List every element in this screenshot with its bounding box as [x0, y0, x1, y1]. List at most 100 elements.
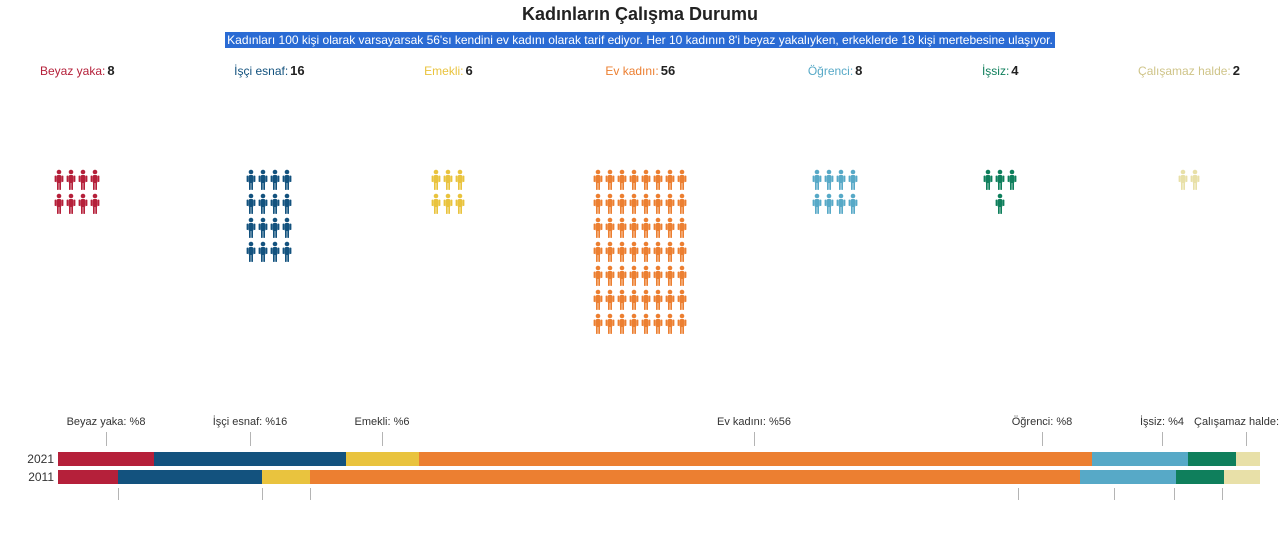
pictogram-row: Beyaz yaka:8 [0, 63, 1280, 336]
person-icon [812, 169, 822, 191]
person-icon [653, 289, 663, 311]
person-icon [653, 313, 663, 335]
subtitle-highlighted: Kadınları 100 kişi olarak varsayarsak 56… [225, 32, 1055, 48]
person-icon [593, 289, 603, 311]
person-icon [78, 193, 88, 215]
bar-track [58, 470, 1260, 484]
person-icon [848, 193, 858, 215]
bar-year-label: 2011 [20, 470, 58, 484]
person-icon [641, 241, 651, 263]
category-label: Ev kadını:56 [605, 63, 675, 78]
person-icon [605, 289, 615, 311]
person-icon [270, 169, 280, 191]
bar-bottom-tick [1114, 488, 1115, 500]
person-icon [629, 289, 639, 311]
person-icon [593, 313, 603, 335]
person-icon [653, 241, 663, 263]
bar-legend-item: Çalışamaz halde: %2 [1194, 416, 1280, 428]
bar-segment [262, 470, 310, 484]
category-name: İşçi esnaf: [234, 64, 288, 78]
person-icon [1178, 169, 1188, 191]
person-cluster [1177, 168, 1201, 192]
person-icon [431, 193, 441, 215]
bar-bottom-tick [1222, 488, 1223, 500]
bar-legend-item: İşsiz: %4 [1140, 416, 1184, 428]
person-icon [677, 289, 687, 311]
person-icon [90, 193, 100, 215]
category-name: İşsiz: [982, 64, 1009, 78]
person-icon [629, 193, 639, 215]
person-icon [677, 193, 687, 215]
bar-segment [1092, 452, 1188, 466]
person-icon [66, 169, 76, 191]
bar-bottom-ticks [58, 488, 1258, 506]
stacked-bars-section: Beyaz yaka: %8İşçi esnaf: %16Emekli: %6E… [0, 416, 1280, 506]
person-icon [270, 241, 280, 263]
category-value: 6 [466, 63, 473, 78]
bar-bottom-tick [310, 488, 311, 500]
person-icon [258, 169, 268, 191]
person-icon [270, 217, 280, 239]
bar-legend-tick [250, 432, 251, 446]
person-cluster [982, 168, 1018, 216]
person-icon [258, 241, 268, 263]
bar-bottom-tick [1018, 488, 1019, 500]
person-icon [443, 169, 453, 191]
person-icon [54, 193, 64, 215]
person-icon [824, 169, 834, 191]
category-name: Ev kadını: [605, 64, 658, 78]
bar-legend-item: Öğrenci: %8 [1012, 416, 1073, 428]
bar-segment [1224, 470, 1260, 484]
person-icon [677, 313, 687, 335]
bar-segment [1176, 470, 1224, 484]
bar-bottom-tick [262, 488, 263, 500]
person-icon [1190, 169, 1200, 191]
bar-legend-row: Beyaz yaka: %8İşçi esnaf: %16Emekli: %6E… [58, 416, 1258, 452]
category-label: Çalışamaz halde:2 [1138, 63, 1240, 78]
bar-legend-tick [382, 432, 383, 446]
person-icon [629, 313, 639, 335]
person-icon [677, 217, 687, 239]
category-value: 16 [290, 63, 304, 78]
bar-segment [154, 452, 346, 466]
person-icon [78, 169, 88, 191]
person-icon [605, 313, 615, 335]
bar-segment [1188, 452, 1236, 466]
category-value: 8 [107, 63, 114, 78]
category-label: Beyaz yaka:8 [40, 63, 115, 78]
category-label: Emekli:6 [424, 63, 473, 78]
category-label: İşsiz:4 [982, 63, 1019, 78]
person-icon [629, 169, 639, 191]
person-icon [282, 241, 292, 263]
bar-segment [58, 452, 154, 466]
person-icon [605, 241, 615, 263]
person-icon [54, 169, 64, 191]
bar-segment [1080, 470, 1176, 484]
person-icon [677, 169, 687, 191]
person-icon [617, 265, 627, 287]
person-icon [282, 193, 292, 215]
person-icon [282, 217, 292, 239]
person-icon [66, 193, 76, 215]
person-icon [836, 193, 846, 215]
person-icon [653, 265, 663, 287]
person-icon [641, 265, 651, 287]
person-cluster [245, 168, 293, 264]
category-beyaz_yaka: Beyaz yaka:8 [40, 63, 115, 216]
person-icon [665, 193, 675, 215]
bar-legend-item: Ev kadını: %56 [717, 416, 791, 428]
category-isci_esnaf: İşçi esnaf:16 [234, 63, 305, 264]
bar-bottom-tick [118, 488, 119, 500]
person-icon [593, 217, 603, 239]
person-icon [605, 193, 615, 215]
person-icon [246, 169, 256, 191]
person-icon [641, 313, 651, 335]
category-value: 4 [1011, 63, 1018, 78]
person-icon [995, 193, 1005, 215]
person-icon [848, 169, 858, 191]
category-issiz: İşsiz:4 [982, 63, 1019, 216]
person-icon [617, 241, 627, 263]
person-icon [629, 241, 639, 263]
bar-legend-tick [106, 432, 107, 446]
bar-segment [346, 452, 418, 466]
